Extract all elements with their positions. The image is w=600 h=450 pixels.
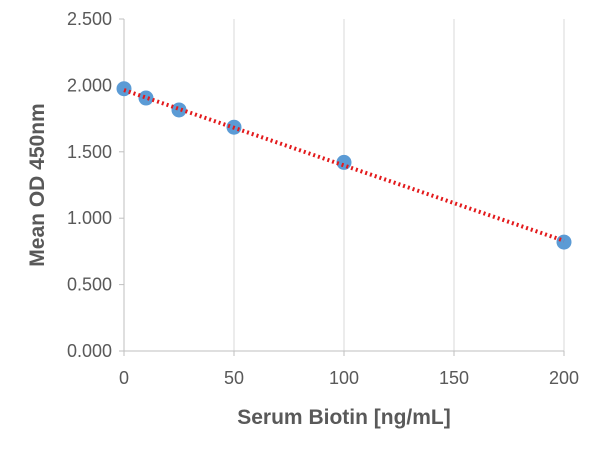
data-point	[171, 102, 187, 118]
y-axis-title: Mean OD 450nm	[26, 103, 49, 266]
data-point	[116, 81, 132, 97]
x-tick-label: 0	[119, 368, 129, 388]
y-tick-label: 0.000	[67, 341, 112, 361]
y-tick-label: 1.000	[67, 208, 112, 228]
axes	[119, 18, 565, 356]
data-point	[556, 234, 572, 250]
x-tick-label: 200	[549, 368, 579, 388]
data-point	[138, 90, 154, 106]
x-axis-title: Serum Biotin [ng/mL]	[237, 406, 451, 429]
x-tick-label: 100	[329, 368, 359, 388]
y-tick-label: 0.500	[67, 275, 112, 295]
x-tick-label: 150	[439, 368, 469, 388]
y-tick-label: 1.500	[67, 142, 112, 162]
x-tick-label: 50	[224, 368, 244, 388]
data-points	[116, 81, 572, 250]
tick-labels: 0.000 0.500 1.000 1.500 2.000 2.500 0 50 100 150 2…	[67, 9, 579, 388]
y-tick-label: 2.500	[67, 9, 112, 29]
grid-lines	[233, 19, 565, 351]
y-tick-label: 2.000	[67, 75, 112, 95]
